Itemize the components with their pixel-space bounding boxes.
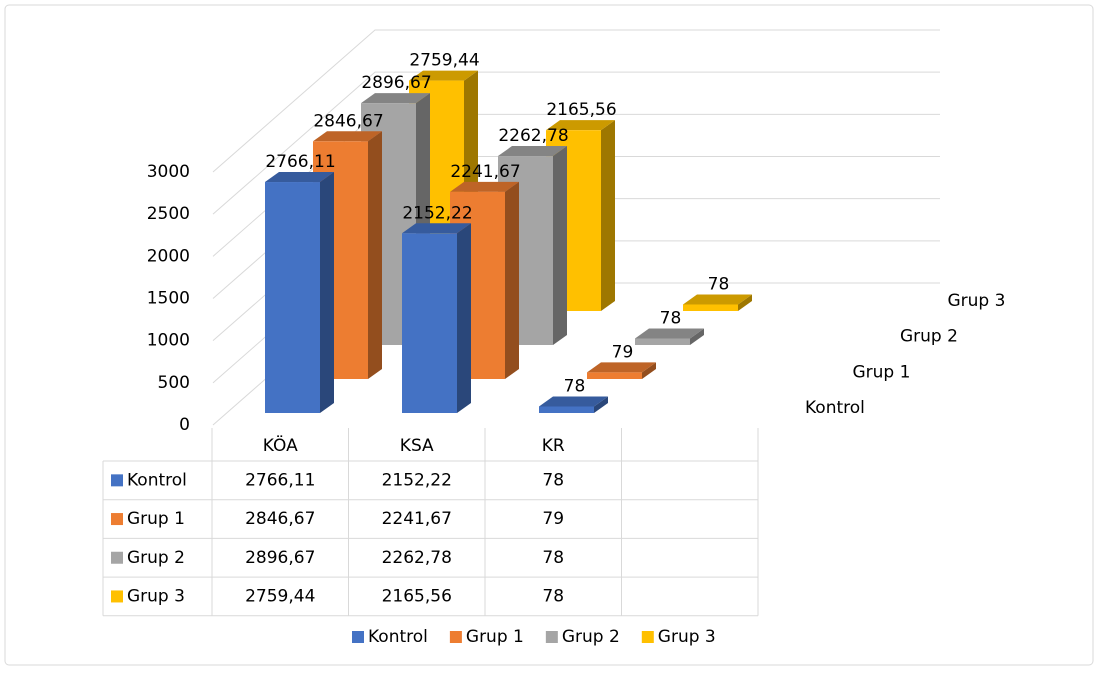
data-label: 79 (612, 342, 634, 362)
bar-side (505, 181, 519, 379)
table-legend-key (111, 513, 123, 526)
bar (635, 338, 690, 345)
table-legend-key (111, 474, 123, 487)
table-legend-key (111, 551, 123, 564)
y-tick-label: 0 (179, 415, 190, 435)
y-tick-label: 1500 (147, 289, 190, 309)
legend-label: Grup 3 (658, 627, 716, 647)
bar-top (498, 146, 567, 157)
y-tick-label: 2500 (147, 204, 190, 224)
data-label: 78 (708, 274, 730, 294)
bar-top (313, 131, 382, 142)
table-series-name: Grup 1 (127, 509, 185, 529)
table-cell: 2241,67 (382, 509, 452, 529)
data-label: 2262,78 (498, 126, 568, 146)
bar-top (402, 223, 471, 234)
legend-key (545, 631, 558, 643)
x-tick-label: KÖA (263, 434, 298, 456)
bar (587, 372, 642, 379)
data-label: 2896,67 (361, 73, 431, 93)
depth-label: Kontrol (805, 398, 865, 418)
data-label: 2846,67 (313, 111, 383, 131)
data-label: 2766,11 (265, 152, 335, 172)
table-cell: 2759,44 (245, 586, 315, 606)
legend-key (449, 631, 462, 643)
bar-side (601, 120, 615, 311)
bar-side (738, 294, 752, 311)
legend-label: Kontrol (368, 627, 428, 647)
data-label: 2152,22 (402, 203, 472, 223)
y-tick-label: 3000 (147, 162, 190, 182)
bar-top (587, 362, 656, 373)
legend-label: Grup 2 (562, 627, 620, 647)
bar-side (642, 362, 656, 379)
y-tick-label: 1000 (147, 331, 190, 351)
bar-top (635, 328, 704, 339)
table-series-name: Kontrol (127, 470, 187, 490)
data-label: 78 (564, 376, 586, 396)
data-label: 2759,44 (409, 51, 479, 71)
bar-side (368, 131, 382, 379)
grid-line (212, 29, 940, 173)
bar-top (546, 120, 615, 131)
bar-top (450, 181, 519, 192)
bar (539, 406, 594, 413)
table-cell: 2846,67 (245, 509, 315, 529)
legend-key (641, 631, 654, 643)
bar-top (683, 294, 752, 305)
data-label: 2165,56 (546, 100, 616, 120)
bar-side (320, 172, 334, 413)
y-tick-label: 2000 (147, 246, 190, 266)
bar-top (539, 396, 608, 407)
bar-side (690, 328, 704, 345)
legend-key (352, 631, 364, 643)
table-cell: 79 (542, 509, 564, 529)
bar-top (409, 70, 478, 81)
table-cell: 2896,67 (245, 548, 315, 568)
table-cell: 78 (542, 470, 564, 490)
table-cell: 78 (542, 586, 564, 606)
table-cell: 2262,78 (382, 548, 452, 568)
table-series-name: Grup 2 (127, 548, 185, 568)
depth-label: Grup 3 (948, 291, 1006, 311)
table-cell: 2165,56 (382, 586, 452, 606)
table-legend-key (111, 590, 123, 603)
bar-side (553, 146, 567, 345)
x-tick-label: KSA (400, 436, 434, 456)
legend-label: Grup 1 (466, 627, 524, 647)
table-series-name: Grup 3 (127, 586, 185, 606)
table-cell: 2152,22 (382, 470, 452, 490)
x-tick-label: KR (542, 436, 565, 456)
depth-label: Grup 1 (853, 362, 911, 382)
bar (683, 304, 738, 311)
table-cell: 2766,11 (245, 470, 315, 490)
bar (265, 182, 320, 413)
data-label: 78 (660, 308, 682, 328)
table-cell: 78 (542, 548, 564, 568)
bar (402, 233, 457, 413)
depth-label: Grup 2 (900, 327, 958, 347)
bar-side (594, 396, 608, 413)
bar-top (265, 172, 334, 183)
data-label: 2241,67 (450, 162, 520, 182)
y-tick-label: 500 (158, 373, 190, 393)
bar-side (457, 223, 471, 413)
grid-line (212, 71, 940, 215)
bar-top (361, 93, 430, 104)
